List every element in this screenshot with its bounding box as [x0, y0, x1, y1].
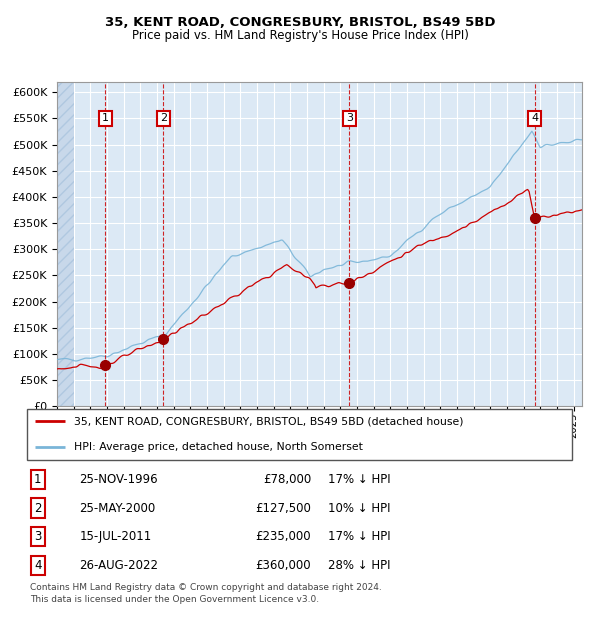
Text: 3: 3: [34, 530, 41, 543]
Text: £360,000: £360,000: [256, 559, 311, 572]
Text: 15-JUL-2011: 15-JUL-2011: [79, 530, 151, 543]
Text: 1: 1: [34, 473, 41, 486]
Text: 26-AUG-2022: 26-AUG-2022: [79, 559, 158, 572]
Text: 25-MAY-2000: 25-MAY-2000: [79, 502, 155, 515]
Text: 28% ↓ HPI: 28% ↓ HPI: [328, 559, 390, 572]
Text: 25-NOV-1996: 25-NOV-1996: [79, 473, 158, 486]
Text: 4: 4: [531, 113, 538, 123]
Text: 35, KENT ROAD, CONGRESBURY, BRISTOL, BS49 5BD: 35, KENT ROAD, CONGRESBURY, BRISTOL, BS4…: [105, 16, 495, 29]
Text: 17% ↓ HPI: 17% ↓ HPI: [328, 530, 390, 543]
Text: £127,500: £127,500: [255, 502, 311, 515]
Text: 35, KENT ROAD, CONGRESBURY, BRISTOL, BS49 5BD (detached house): 35, KENT ROAD, CONGRESBURY, BRISTOL, BS4…: [74, 416, 463, 426]
FancyBboxPatch shape: [27, 409, 572, 459]
Text: Price paid vs. HM Land Registry's House Price Index (HPI): Price paid vs. HM Land Registry's House …: [131, 29, 469, 42]
Text: 2: 2: [34, 502, 41, 515]
Text: 10% ↓ HPI: 10% ↓ HPI: [328, 502, 390, 515]
Text: 4: 4: [34, 559, 41, 572]
Text: 2: 2: [160, 113, 167, 123]
Text: 3: 3: [346, 113, 353, 123]
Text: HPI: Average price, detached house, North Somerset: HPI: Average price, detached house, Nort…: [74, 442, 362, 452]
Text: 1: 1: [102, 113, 109, 123]
Text: £78,000: £78,000: [263, 473, 311, 486]
Text: £235,000: £235,000: [256, 530, 311, 543]
Polygon shape: [57, 82, 74, 406]
Text: Contains HM Land Registry data © Crown copyright and database right 2024.
This d: Contains HM Land Registry data © Crown c…: [30, 583, 382, 604]
Text: 17% ↓ HPI: 17% ↓ HPI: [328, 473, 390, 486]
